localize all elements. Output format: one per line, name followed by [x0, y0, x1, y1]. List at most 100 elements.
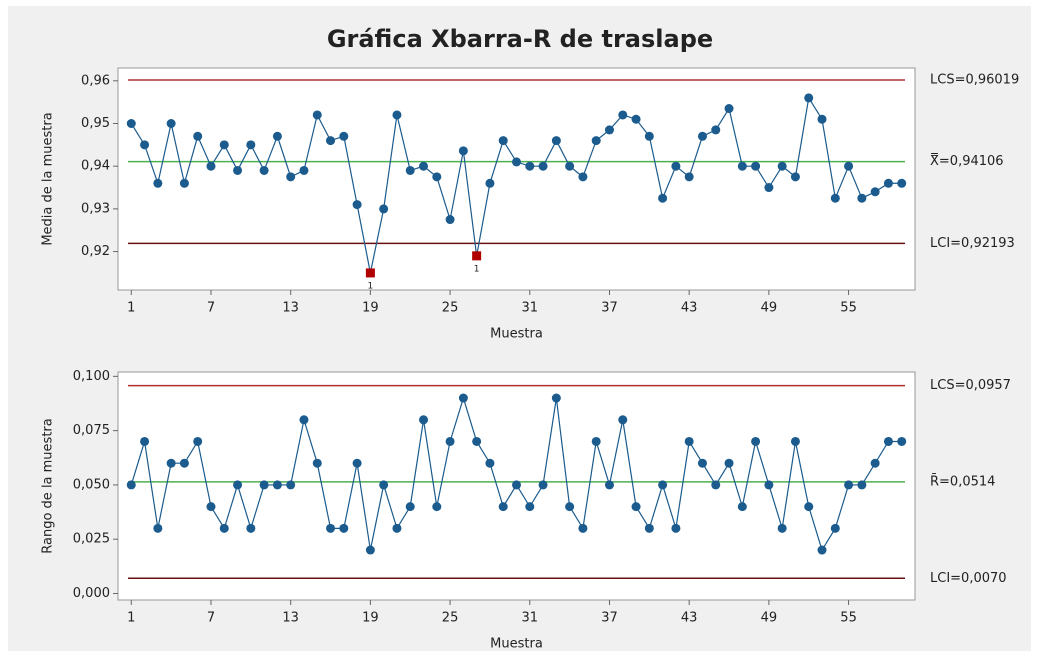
data-point	[870, 187, 880, 197]
data-point	[219, 140, 229, 150]
data-point	[339, 523, 349, 533]
data-point	[166, 119, 176, 128]
x-tick-label: 49	[761, 611, 778, 626]
data-point	[817, 545, 827, 555]
data-point	[591, 436, 601, 446]
y-tick-label: 0,050	[73, 477, 110, 492]
data-point	[830, 193, 840, 203]
out-of-control-point	[365, 268, 375, 278]
data-point	[604, 480, 614, 490]
data-point	[684, 172, 694, 182]
data-point	[697, 458, 707, 468]
data-point	[286, 480, 296, 490]
y-tick-label: 0,95	[81, 116, 110, 131]
data-point	[485, 458, 495, 468]
data-point	[379, 480, 389, 490]
data-point	[737, 502, 747, 512]
x-tick-label: 7	[207, 301, 215, 316]
data-point	[565, 502, 575, 512]
data-point	[671, 523, 681, 533]
data-point	[193, 436, 203, 446]
data-point	[458, 393, 468, 403]
data-point	[857, 193, 867, 203]
y-tick-label: 0,025	[73, 532, 110, 547]
data-point	[458, 146, 468, 156]
data-point	[684, 436, 694, 446]
x-tick-label: 55	[840, 611, 857, 626]
data-point	[618, 110, 628, 120]
x-tick-label: 1	[127, 611, 135, 626]
data-point	[578, 172, 588, 182]
data-point	[644, 523, 654, 533]
data-point	[432, 502, 442, 512]
data-point	[790, 172, 800, 182]
data-point	[817, 114, 827, 124]
x-tick-label: 43	[681, 301, 698, 316]
data-point	[764, 183, 774, 193]
data-point	[751, 161, 761, 171]
x-axis-title: Muestra	[490, 327, 543, 342]
data-point	[631, 502, 641, 512]
flag-label: 1	[368, 281, 374, 291]
data-point	[352, 458, 362, 468]
y-tick-label: 0,93	[81, 201, 110, 216]
x-tick-label: 55	[840, 301, 857, 316]
data-point	[565, 161, 575, 171]
data-point	[259, 480, 269, 490]
x-tick-label: 31	[522, 611, 539, 626]
control-limit-label: LCI=0,92193	[930, 236, 1015, 251]
data-point	[804, 93, 814, 103]
data-point	[445, 436, 455, 446]
x-axis-title: Muestra	[490, 637, 543, 652]
data-point	[246, 523, 256, 533]
y-tick-label: 0,000	[73, 586, 110, 601]
data-point	[538, 480, 548, 490]
data-point	[352, 200, 362, 210]
out-of-control-point	[472, 251, 482, 261]
data-point	[379, 204, 389, 214]
x-tick-label: 43	[681, 611, 698, 626]
data-point	[272, 480, 282, 490]
data-point	[697, 131, 707, 141]
control-limit-label: X̿=0,94106	[930, 153, 1004, 169]
data-point	[578, 523, 588, 533]
x-tick-label: 13	[282, 611, 299, 626]
data-point	[179, 458, 189, 468]
data-point	[618, 415, 628, 425]
data-point	[392, 110, 402, 120]
data-point	[844, 480, 854, 490]
data-point	[897, 178, 907, 188]
data-point	[219, 523, 229, 533]
data-point	[233, 165, 243, 175]
data-point	[844, 161, 854, 171]
data-point	[644, 131, 654, 141]
x-tick-label: 25	[442, 301, 459, 316]
data-point	[432, 172, 442, 182]
data-point	[512, 480, 521, 490]
y-tick-label: 0,94	[81, 159, 110, 174]
data-point	[551, 136, 561, 146]
y-axis-title: Rango de la muestra	[41, 418, 56, 553]
data-point	[777, 161, 787, 171]
x-tick-label: 37	[601, 611, 618, 626]
data-point	[658, 193, 668, 203]
data-point	[737, 161, 747, 171]
data-point	[153, 523, 163, 533]
data-point	[485, 178, 495, 188]
data-point	[419, 161, 429, 171]
x-tick-label: 19	[362, 301, 379, 316]
data-point	[857, 480, 867, 490]
data-point	[206, 161, 216, 171]
data-point	[525, 502, 535, 512]
data-point	[604, 125, 614, 135]
data-point	[405, 502, 415, 512]
data-point	[153, 178, 163, 188]
data-point	[472, 436, 482, 446]
data-point	[790, 436, 800, 446]
data-point	[299, 165, 309, 175]
y-tick-label: 0,075	[73, 423, 110, 438]
data-point	[259, 165, 269, 175]
x-tick-label: 19	[362, 611, 379, 626]
data-point	[286, 172, 296, 182]
